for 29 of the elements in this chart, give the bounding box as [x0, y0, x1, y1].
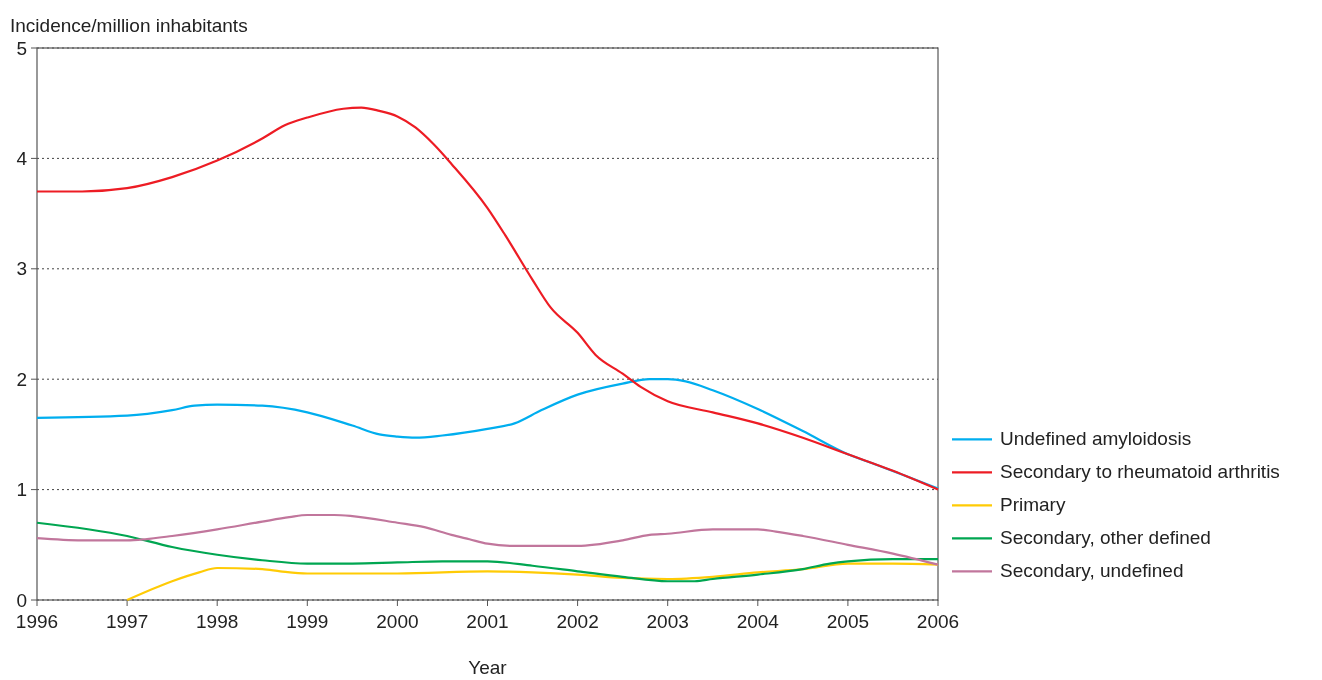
y-tick-label: 5 [16, 37, 27, 59]
line-series [35, 521, 940, 583]
y-tick-label: 4 [16, 148, 28, 170]
x-axis-title: Year [468, 657, 508, 678]
legend-label: Secondary, other defined [1000, 527, 1211, 549]
x-tick-label: 1999 [286, 611, 329, 632]
x-tick-label: 2003 [646, 611, 689, 632]
legend-label: Secondary, undefined [1000, 560, 1184, 582]
x-tick-label: 2005 [826, 611, 870, 632]
line-series [35, 106, 940, 491]
y-tick-label: 1 [16, 479, 27, 501]
line-series [35, 378, 940, 490]
x-tick-label: 1997 [105, 611, 149, 632]
line-series [35, 513, 940, 566]
x-tick-label: 2002 [556, 611, 599, 632]
x-tick-label: 2006 [916, 611, 960, 632]
y-tick-label: 2 [16, 368, 27, 390]
x-tick-label: 1998 [196, 611, 239, 632]
x-tick-label: 1996 [15, 611, 59, 632]
line-series [126, 562, 940, 602]
x-tick-label: 2000 [376, 611, 419, 632]
x-tick-label: 2001 [466, 611, 509, 632]
legend-label: Undefined amyloidosis [1000, 428, 1192, 450]
y-axis-title: Incidence/million inhabitants [10, 15, 248, 36]
x-tick-label: 2004 [736, 611, 780, 632]
legend-label: Primary [1000, 494, 1066, 516]
y-tick-label: 3 [16, 258, 27, 280]
y-tick-label: 0 [16, 589, 27, 611]
legend-label: Secondary to rheumatoid arthritis [1000, 461, 1280, 483]
